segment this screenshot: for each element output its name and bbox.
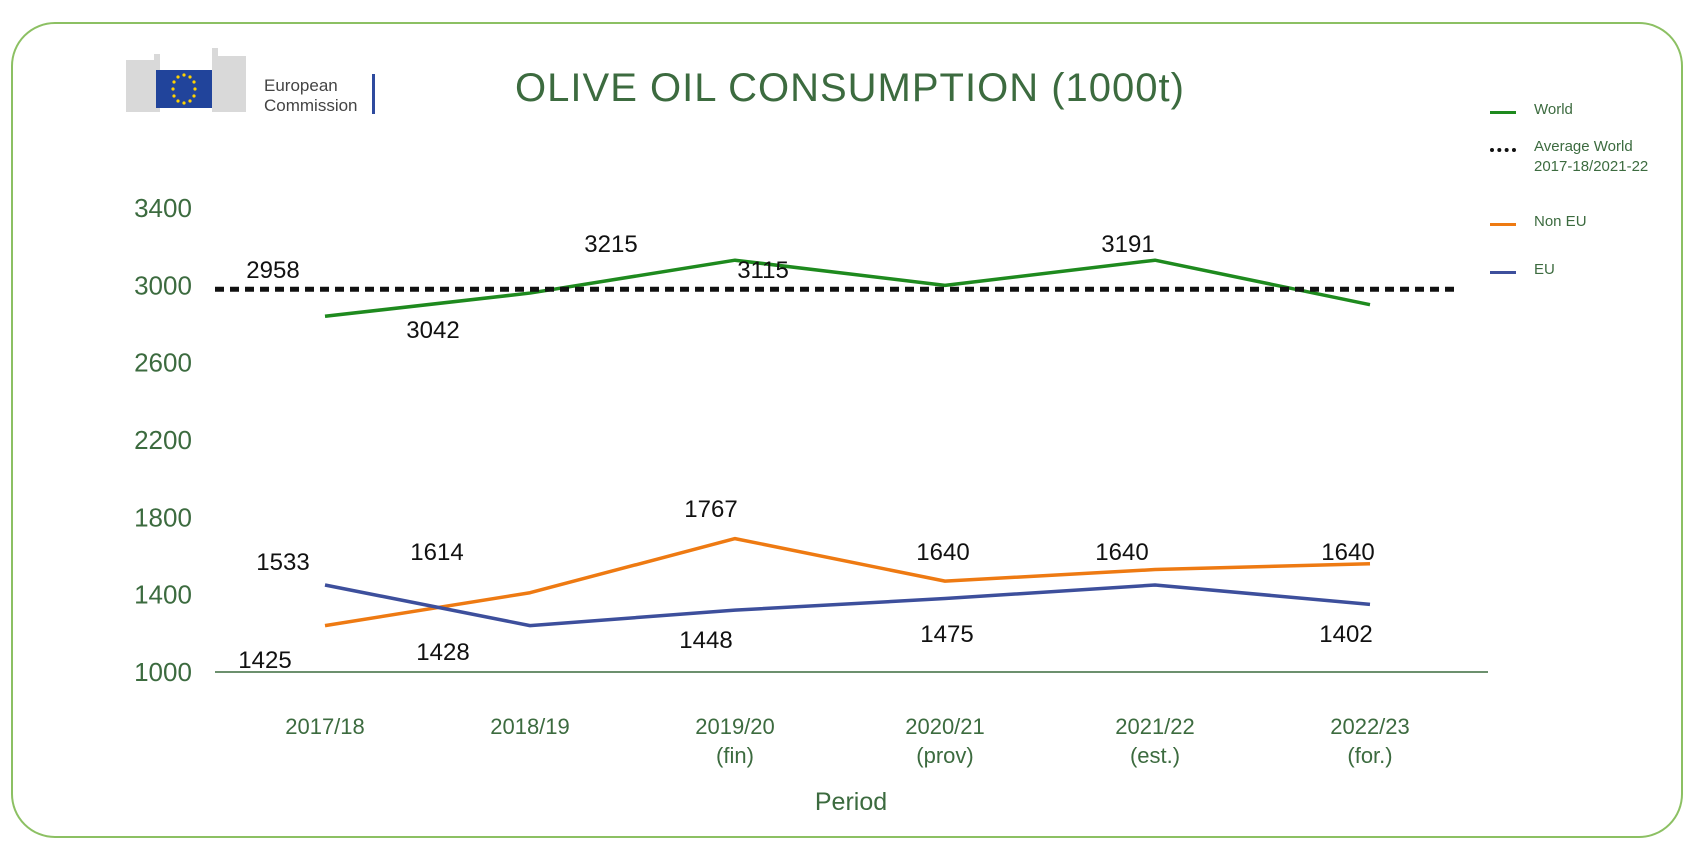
data-label-non-eu-2: 1767 (684, 496, 737, 523)
logo-line2: Commission (264, 96, 358, 115)
logo-divider (372, 74, 375, 114)
logo-line1: European (264, 76, 338, 95)
chart-title: OLIVE OIL CONSUMPTION (1000t) (515, 66, 1185, 110)
data-label-eu-0: 1533 (256, 549, 309, 576)
chart-frame (11, 22, 1683, 838)
legend-item-non-eu: Non EU (1490, 212, 1587, 232)
data-label-world-0: 2958 (246, 257, 299, 284)
legend-label-non-eu: Non EU (1534, 213, 1587, 230)
x-tick-label-5: 2022/23 (for.) (1330, 714, 1410, 768)
data-label-world-2: 3215 (584, 231, 637, 258)
series-line-world (324, 258, 1371, 319)
x-axis-label: Period (815, 788, 887, 816)
y-tick-label-0: 1000 (134, 657, 192, 687)
data-label-eu-5: 1402 (1319, 621, 1372, 648)
x-tick-label-4: 2021/22 (est.) (1115, 714, 1195, 768)
y-tick-label-2: 1800 (134, 502, 192, 532)
logo-text: European Commission (264, 76, 358, 116)
data-label-world-4: 3191 (1101, 231, 1154, 258)
european-commission-logo (126, 48, 246, 112)
x-tick-label-1: 2018/19 (490, 714, 570, 739)
legend-swatch-world (1490, 111, 1516, 114)
legend-swatch-average-world (1490, 148, 1516, 152)
legend-item-world: World (1490, 100, 1573, 120)
y-tick-label-6: 3400 (134, 193, 192, 223)
data-label-eu-3: 1475 (920, 621, 973, 648)
data-label-eu-1: 1428 (416, 639, 469, 666)
data-label-world-1: 3042 (406, 317, 459, 344)
y-tick-label-3: 2200 (134, 425, 192, 455)
series-line-eu (324, 583, 1371, 628)
legend-label-eu: EU (1534, 261, 1555, 278)
legend-item-eu: EU (1490, 260, 1555, 280)
data-label-eu-2: 1448 (679, 627, 732, 654)
series-line-non-eu (324, 536, 1371, 628)
legend-swatch-eu (1490, 271, 1516, 274)
data-label-non-eu-5: 1640 (1321, 539, 1374, 566)
data-label-non-eu-1: 1614 (410, 539, 463, 566)
data-label-non-eu-3: 1640 (916, 539, 969, 566)
legend-swatch-non-eu (1490, 223, 1516, 226)
legend-label-world: World (1534, 101, 1573, 118)
data-label-non-eu-0: 1425 (238, 647, 291, 674)
x-tick-label-0: 2017/18 (285, 714, 365, 739)
data-label-world-3: 3115 (737, 257, 789, 284)
legend-label-average-world: Average World 2017-18/2021-22 (1534, 138, 1649, 175)
legend-item-average-world: Average World 2017-18/2021-22 (1490, 137, 1648, 177)
y-tick-label-5: 3000 (134, 270, 192, 300)
y-tick-label-1: 1400 (134, 580, 192, 610)
x-tick-label-3: 2020/21 (prov) (905, 714, 985, 768)
data-label-non-eu-4: 1640 (1095, 539, 1148, 566)
y-tick-label-4: 2600 (134, 348, 192, 378)
x-tick-label-2: 2019/20 (fin) (695, 714, 775, 768)
